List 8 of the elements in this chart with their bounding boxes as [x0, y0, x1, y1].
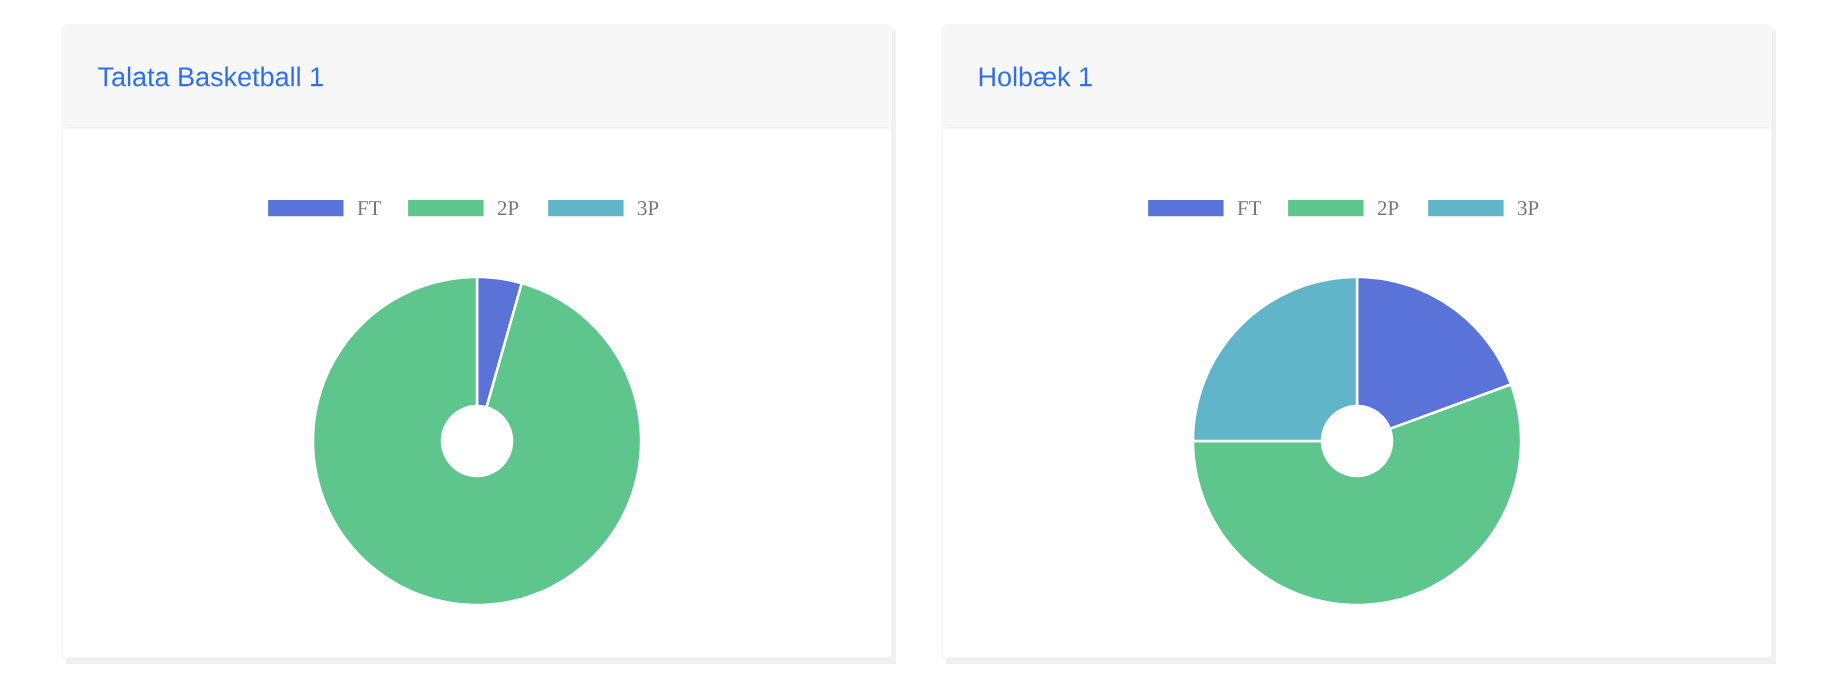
chart-title: Holbæk 1: [979, 66, 1092, 87]
chart-title: Talata Basketball 1: [98, 66, 323, 87]
legend-label: 3P: [637, 201, 659, 216]
legend-label: 2P: [1377, 201, 1399, 216]
legend-label: FT: [1237, 201, 1262, 215]
legend-label: 3P: [1517, 201, 1539, 216]
legend-label: 2P: [497, 201, 519, 216]
legend-label: FT: [357, 201, 382, 215]
